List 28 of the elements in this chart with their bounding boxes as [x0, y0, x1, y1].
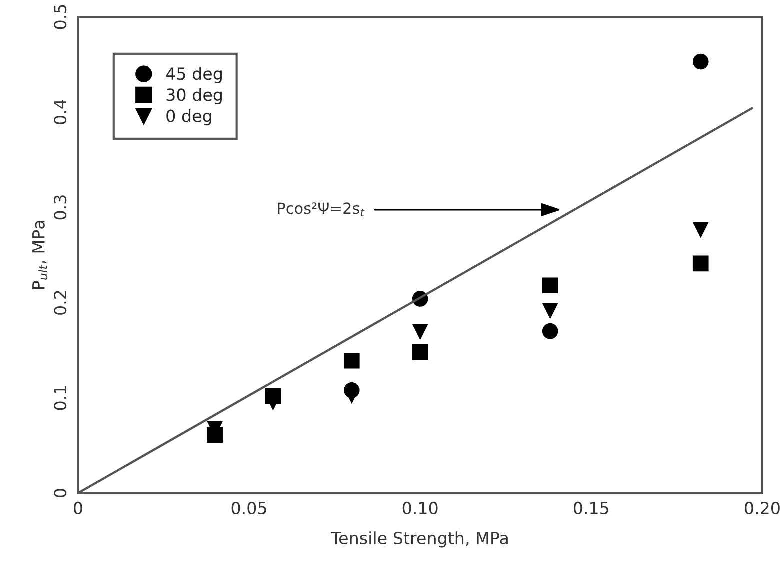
- point: [542, 278, 558, 294]
- x-tick-label: 0.10: [402, 502, 438, 515]
- point: [344, 388, 360, 404]
- annotation: Pcos²Ψ=2s$_{t}$: [278, 202, 365, 217]
- point: [692, 256, 709, 272]
- point: [412, 344, 428, 360]
- x-tick-label: 0.05: [232, 502, 266, 515]
- point: [542, 303, 558, 320]
- y-tick-label: 0.2: [54, 291, 67, 315]
- y-tick-label: 0.3: [54, 196, 67, 220]
- point: [265, 394, 282, 411]
- y-tick-label: 0: [54, 489, 67, 498]
- point: [692, 222, 709, 238]
- y-tick-label: 0.4: [54, 100, 67, 124]
- legend-label: 45 deg: [166, 67, 222, 84]
- point: [412, 324, 428, 340]
- x-axis-title: Tensile Strength, MPa: [331, 532, 508, 548]
- x-tick-label: 0.15: [574, 502, 608, 515]
- point: [692, 54, 709, 70]
- x-tick-label: 0.20: [744, 502, 780, 515]
- y-tick-label: 0.5: [54, 5, 67, 30]
- point: [344, 352, 360, 369]
- x-tick-label: 0: [74, 502, 82, 515]
- y-axis-title: P$_{ult}$, MPa: [32, 221, 48, 290]
- legend-label: 0 deg: [166, 110, 212, 126]
- point: [542, 323, 558, 340]
- legend-label: 30 deg: [166, 88, 222, 105]
- y-tick-label: 0.1: [54, 386, 67, 410]
